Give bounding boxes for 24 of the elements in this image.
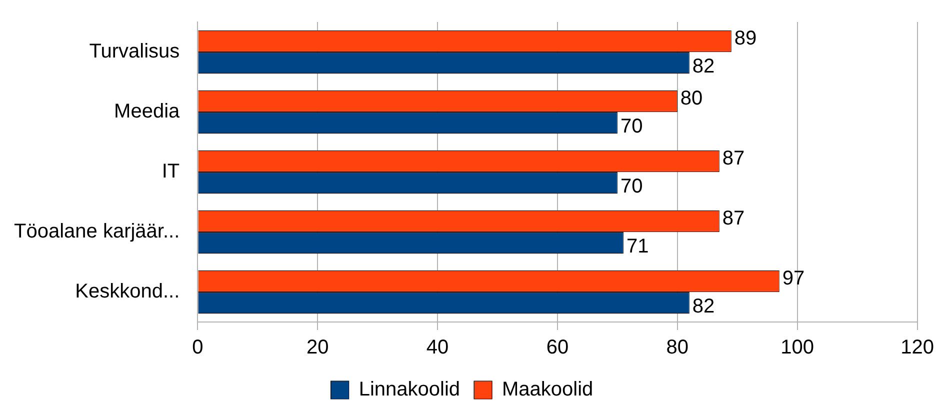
data-label: 97 — [782, 268, 805, 290]
y-tick-label: IT — [162, 160, 180, 183]
y-tick-label: Meedia — [114, 100, 181, 123]
data-label: 70 — [620, 115, 643, 138]
data-label: 70 — [620, 175, 643, 198]
data-label: 82 — [692, 55, 715, 78]
x-tick-label: 20 — [306, 336, 329, 359]
data-label: 80 — [680, 88, 703, 110]
legend-label: Maakoolid — [502, 378, 594, 401]
data-label: 87 — [722, 208, 745, 230]
x-tick-label: 80 — [666, 336, 689, 359]
x-tick-label: 0 — [192, 336, 204, 359]
data-label: 71 — [626, 235, 649, 258]
x-tick-label: 120 — [900, 336, 934, 359]
y-tick-label: Töoalane karjäär... — [14, 220, 180, 243]
y-tick-label: Keskkond... — [75, 280, 180, 303]
x-tick-label: 40 — [426, 336, 449, 359]
data-label: 87 — [722, 148, 745, 170]
legend-label: Linnakoolid — [358, 378, 460, 401]
data-label: 89 — [734, 28, 757, 50]
y-tick-label: Turvalisus — [89, 40, 180, 63]
data-label: 82 — [692, 295, 715, 318]
x-tick-label: 60 — [546, 336, 569, 359]
x-tick-label: 100 — [780, 336, 814, 359]
